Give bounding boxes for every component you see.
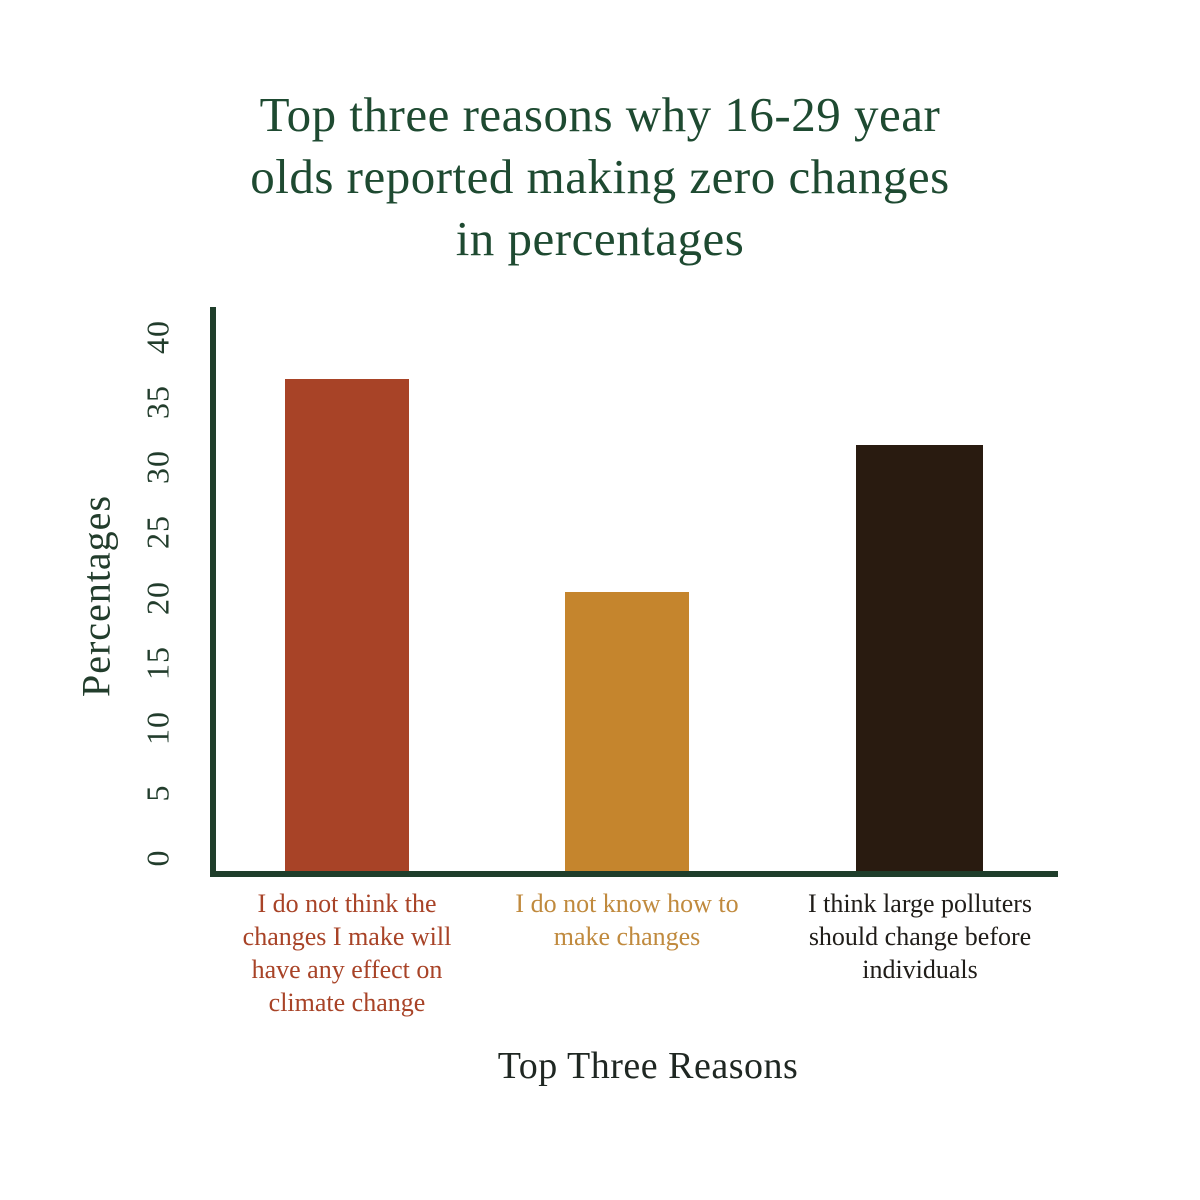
- chart-title-line: olds reported making zero changes: [250, 149, 950, 204]
- y-tick-label-10: 10: [139, 711, 176, 745]
- bar-no-effect: [285, 379, 409, 871]
- chart-title-line: Top three reasons why 16-29 year: [259, 87, 941, 142]
- category-label-large-polluters: I think large polluters should change be…: [790, 887, 1050, 986]
- y-axis-line: [210, 307, 216, 877]
- chart-title: Top three reasons why 16-29 year olds re…: [0, 84, 1200, 270]
- category-label-line: I think large polluters: [807, 889, 1033, 918]
- category-label-line: have any effect on: [251, 955, 443, 984]
- category-label-line: make changes: [553, 922, 701, 951]
- y-tick-label-5: 5: [139, 784, 176, 802]
- category-label-line: I do not know how to: [515, 889, 739, 918]
- category-label-line: changes I make will: [242, 922, 452, 951]
- y-tick-label-40: 40: [139, 320, 176, 354]
- category-label-line: climate change: [268, 988, 426, 1017]
- category-label-no-effect: I do not think the changes I make will h…: [227, 887, 467, 1019]
- y-tick-label-0: 0: [139, 849, 176, 867]
- y-tick-label-20: 20: [139, 581, 176, 615]
- y-tick-label-25: 25: [139, 515, 176, 549]
- x-axis-line: [210, 871, 1058, 877]
- x-axis-title: Top Three Reasons: [497, 1045, 799, 1087]
- y-tick-label-15: 15: [139, 646, 176, 680]
- category-label-line: individuals: [862, 955, 978, 984]
- bar-large-polluters: [856, 445, 983, 871]
- bar-dont-know-how: [565, 592, 689, 871]
- category-label-line: should change before: [808, 922, 1032, 951]
- y-tick-label-35: 35: [139, 385, 176, 419]
- chart-title-line: in percentages: [455, 211, 745, 266]
- category-label-line: I do not think the: [257, 889, 437, 918]
- y-axis-title: Percentages: [73, 494, 119, 698]
- category-label-dont-know-how: I do not know how to make changes: [507, 887, 747, 953]
- y-tick-label-30: 30: [139, 450, 176, 484]
